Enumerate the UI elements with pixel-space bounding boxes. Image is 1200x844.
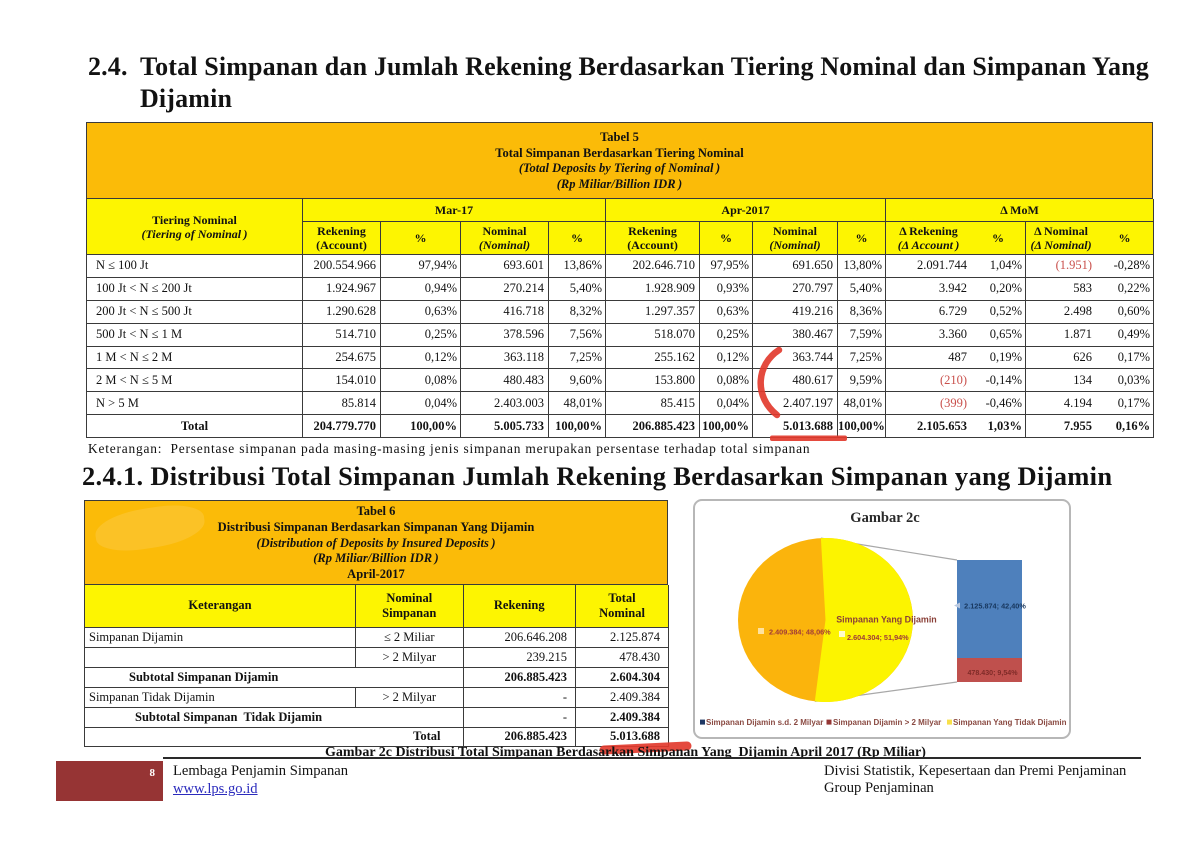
svg-text:2.409.384; 48,06%: 2.409.384; 48,06% [769, 628, 831, 637]
svg-text:Simpanan Yang Tidak Dijamin: Simpanan Yang Tidak Dijamin [953, 718, 1067, 727]
svg-text:Simpanan Dijamin > 2 Milyar: Simpanan Dijamin > 2 Milyar [833, 718, 941, 727]
svg-text:Gambar 2c: Gambar 2c [850, 510, 920, 526]
svg-text:478.430; 9,54%: 478.430; 9,54% [967, 669, 1018, 677]
svg-text:Simpanan Yang Dijamin: Simpanan Yang Dijamin [836, 615, 936, 625]
svg-text:2.604.304; 51,94%: 2.604.304; 51,94% [847, 633, 909, 642]
svg-text:2.125.874; 42,40%: 2.125.874; 42,40% [964, 602, 1026, 611]
svg-text:Simpanan Dijamin s.d. 2 Milyar: Simpanan Dijamin s.d. 2 Milyar [706, 718, 823, 727]
